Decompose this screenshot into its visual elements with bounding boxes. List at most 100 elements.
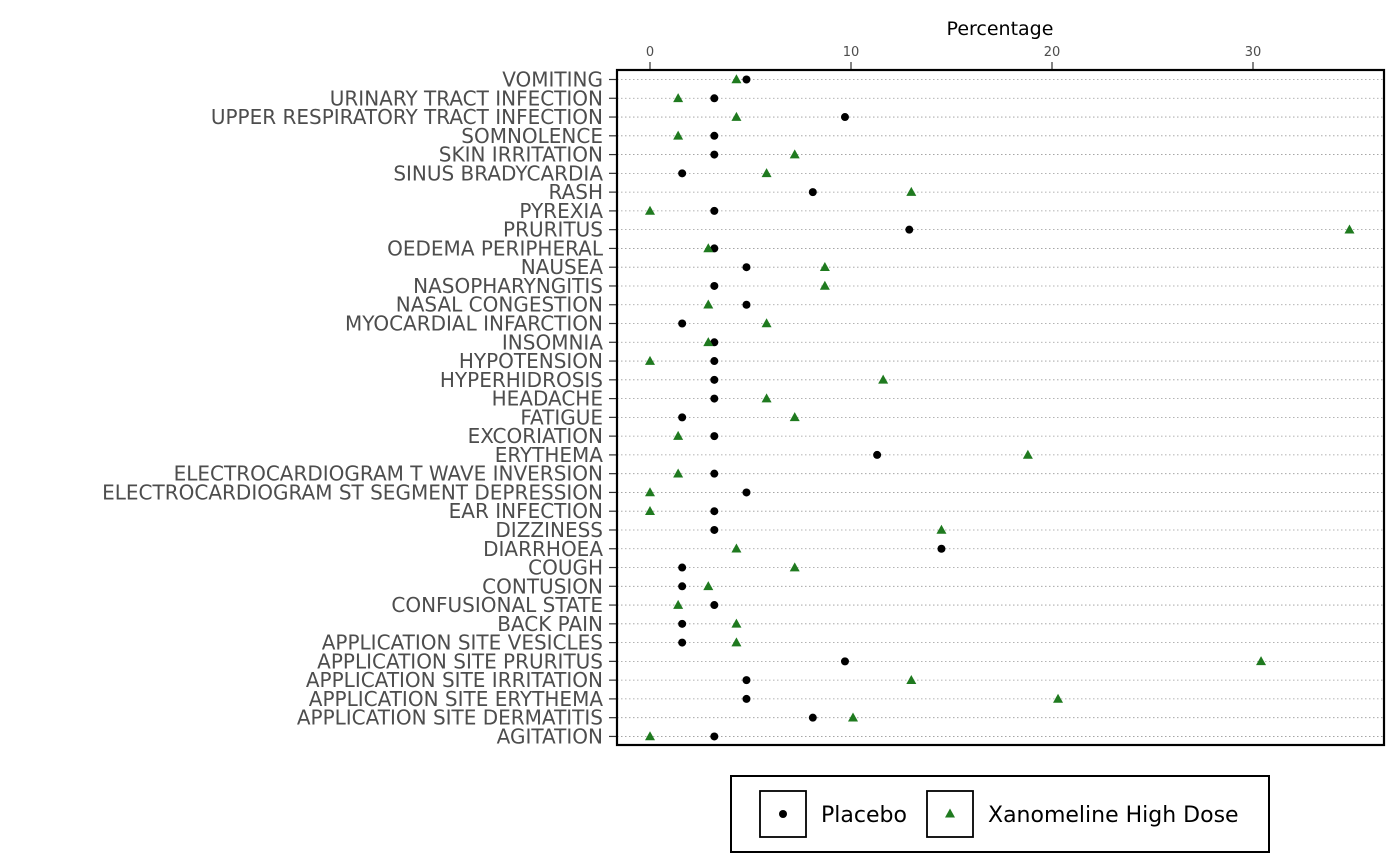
xanomeline-point-oedema-peripheral [703,243,714,253]
xanomeline-point-nasopharyngitis [819,280,830,290]
xanomeline-point-skin-irritation [789,149,800,159]
x-tick-label-30: 30 [1245,45,1262,60]
xanomeline-point-back-pain [731,618,742,628]
x-axis-title: Percentage [947,18,1054,40]
y-tick-label-vomiting: VOMITING [502,68,603,92]
placebo-point-rash [808,188,817,197]
y-tick-label-application-site-pruritus: APPLICATION SITE PRURITUS [317,649,603,673]
y-tick-label-pruritus: PRURITUS [503,218,603,242]
placebo-point-insomnia [710,338,719,347]
xanomeline-point-application-site-irritation [906,674,917,684]
placebo-point-application-site-vesicles [678,638,687,647]
placebo-point-application-site-irritation [742,676,751,685]
y-tick-label-application-site-irritation: APPLICATION SITE IRRITATION [306,668,603,692]
y-tick-label-rash: RASH [548,180,603,204]
y-tick-label-hyperhidrosis: HYPERHIDROSIS [440,368,603,392]
xanomeline-point-erythema [1022,449,1033,459]
xanomeline-point-nasal-congestion [703,299,714,309]
xanomeline-point-confusional-state [673,599,684,609]
legend-box [730,775,1270,853]
y-tick-label-sinus-bradycardia: SINUS BRADYCARDIA [393,161,603,185]
y-tick-label-upper-respiratory-tract-infection: UPPER RESPIRATORY TRACT INFECTION [211,105,603,129]
xanomeline-point-hyperhidrosis [878,374,889,384]
placebo-point-dizziness [710,525,719,534]
xanomeline-point-application-site-erythema [1053,693,1064,703]
xanomeline-point-dizziness [936,524,947,534]
placebo-point-application-site-dermatitis [808,713,817,722]
y-tick-label-urinary-tract-infection: URINARY TRACT INFECTION [330,86,603,110]
xanomeline-point-application-site-pruritus [1256,656,1267,666]
xanomeline-point-upper-respiratory-tract-infection [731,111,742,121]
placebo-point-nausea [742,263,751,272]
y-tick-label-contusion: CONTUSION [482,574,603,598]
y-tick-label-application-site-erythema: APPLICATION SITE ERYTHEMA [309,687,604,711]
placebo-point-ear-infection [710,507,719,516]
placebo-point-oedema-peripheral [710,244,719,253]
y-tick-label-excoriation: EXCORIATION [468,424,603,448]
xanomeline-point-urinary-tract-infection [673,93,684,103]
y-tick-label-nasal-congestion: NASAL CONGESTION [396,293,603,317]
y-tick-label-application-site-vesicles: APPLICATION SITE VESICLES [322,631,603,655]
placebo-point-confusional-state [710,601,719,610]
legend-marker-placebo [779,810,787,818]
legend: Placebo Xanomeline High Dose [730,775,1270,853]
xanomeline-point-pruritus [1344,224,1355,234]
placebo-point-electrocardiogram-t-wave-inversion [710,469,719,478]
xanomeline-point-sinus-bradycardia [761,168,772,178]
y-tick-label-oedema-peripheral: OEDEMA PERIPHERAL [387,236,604,260]
y-tick-label-insomnia: INSOMNIA [502,330,603,354]
placebo-point-contusion [678,582,687,591]
xanomeline-point-application-site-vesicles [731,637,742,647]
xanomeline-point-somnolence [673,130,684,140]
x-tick-label-10: 10 [843,45,860,60]
y-tick-label-ear-infection: EAR INFECTION [449,499,603,523]
plot-panel-border [615,68,1386,747]
xanomeline-point-headache [761,393,772,403]
y-tick-label-dizziness: DIZZINESS [495,518,603,542]
xanomeline-point-electrocardiogram-st-segment-depression [645,487,655,497]
xanomeline-point-electrocardiogram-t-wave-inversion [673,468,684,478]
placebo-point-somnolence [710,131,719,140]
placebo-point-fatigue [678,413,687,422]
xanomeline-point-excoriation [673,430,684,440]
xanomeline-point-myocardial-infarction [761,318,772,328]
placebo-point-application-site-pruritus [840,657,849,666]
placebo-point-vomiting [742,75,751,84]
placebo-point-electrocardiogram-st-segment-depression [742,488,751,497]
y-tick-label-application-site-dermatitis: APPLICATION SITE DERMATITIS [297,706,603,730]
xanomeline-point-insomnia [703,337,714,347]
placebo-point-urinary-tract-infection [710,94,719,103]
y-tick-label-agitation: AGITATION [497,724,603,748]
placebo-point-application-site-erythema [742,694,751,703]
placebo-point-upper-respiratory-tract-infection [840,113,849,122]
y-tick-label-electrocardiogram-st-segment-depression: ELECTROCARDIOGRAM ST SEGMENT DEPRESSION [102,480,603,504]
y-tick-label-headache: HEADACHE [492,387,603,411]
placebo-point-back-pain [678,619,687,628]
y-tick-label-pyrexia: PYREXIA [519,199,603,223]
xanomeline-point-hypotension [645,355,655,365]
legend-marker-xanomeline [945,808,955,818]
xanomeline-point-nausea [819,262,830,271]
y-tick-label-erythema: ERYTHEMA [495,443,604,467]
placebo-point-hypotension [710,357,719,366]
placebo-point-diarrhoea [937,544,946,553]
y-tick-label-nasopharyngitis: NASOPHARYNGITIS [413,274,603,298]
xanomeline-point-application-site-dermatitis [848,712,859,722]
placebo-point-nasopharyngitis [710,281,719,290]
data-points [645,74,1355,741]
y-tick-label-nausea: NAUSEA [521,255,604,279]
y-tick-label-confusional-state: CONFUSIONAL STATE [391,593,603,617]
xanomeline-point-pyrexia [645,205,655,215]
xanomeline-point-diarrhoea [731,543,742,553]
x-axis: 0 10 20 30 [646,45,1261,70]
placebo-point-sinus-bradycardia [678,169,687,178]
y-tick-label-cough: COUGH [528,556,603,580]
y-tick-label-diarrhoea: DIARRHOEA [483,537,603,561]
placebo-point-cough [678,563,687,572]
gridlines [617,79,1384,737]
xanomeline-point-ear-infection [645,506,655,516]
placebo-point-nasal-congestion [742,300,751,309]
legend-label-placebo: Placebo [821,803,907,828]
